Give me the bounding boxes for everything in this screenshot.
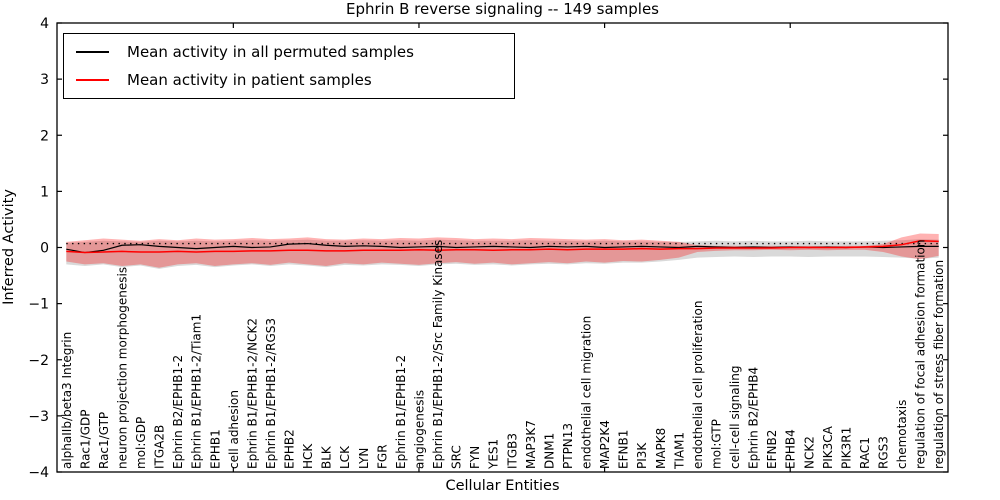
legend-item-permuted: Mean activity in all permuted samples xyxy=(76,38,514,66)
entity-label: EPHB1 xyxy=(208,429,222,469)
entity-label: MAPK8 xyxy=(654,428,668,469)
entity-label: mol:GDP xyxy=(134,417,148,469)
y-tick-label: −2 xyxy=(28,353,49,369)
entity-label: mol:GTP xyxy=(709,419,723,469)
entity-label: Ephrin B1/EPHB1-2/Tiam1 xyxy=(190,314,204,469)
entity-label: Ephrin B1/EPHB1-2/NCK2 xyxy=(245,318,259,469)
legend-item-patient: Mean activity in patient samples xyxy=(76,66,514,94)
entity-label: TIAM1 xyxy=(672,432,686,470)
entity-label: Ephrin B1/EPHB1-2 xyxy=(394,355,408,469)
permuted-line-swatch xyxy=(76,51,109,53)
entity-label: MAP2K4 xyxy=(598,420,612,469)
patient-line-swatch xyxy=(76,79,109,81)
entity-label: DNM1 xyxy=(542,433,556,469)
entity-label: Rac1/GDP xyxy=(78,410,92,469)
entity-label: BLK xyxy=(320,445,334,469)
entity-label: endothelial cell migration xyxy=(580,316,594,469)
entity-label: ITGA2B xyxy=(153,425,167,469)
y-tick-label: 3 xyxy=(40,72,49,88)
y-axis-label: Inferred Activity xyxy=(1,189,17,305)
entity-label: LCK xyxy=(338,445,352,469)
y-tick-label: 1 xyxy=(40,184,49,200)
y-tick-label: 4 xyxy=(40,16,49,32)
entity-label: Ephrin B2/EPHB1-2 xyxy=(171,355,185,469)
entity-label: NCK2 xyxy=(802,436,816,469)
entity-label: PIK3CA xyxy=(821,425,835,469)
y-tick-label: −1 xyxy=(28,297,49,313)
entity-label: ITGB3 xyxy=(505,433,519,469)
y-tick-label: −3 xyxy=(28,409,49,425)
entity-label: EPHB2 xyxy=(283,429,297,469)
y-tick-label: 0 xyxy=(40,241,49,257)
entity-label: Ephrin B1/EPHB1-2/Src Family Kinases xyxy=(431,240,445,469)
entity-label: Rac1/GTP xyxy=(97,412,111,469)
entity-label: HCK xyxy=(301,443,315,469)
entity-label: EFNB2 xyxy=(765,430,779,469)
entity-label: angiogenesis xyxy=(412,390,426,469)
entity-label: LYN xyxy=(357,448,371,469)
entity-label: cell adhesion xyxy=(227,390,241,469)
entity-label: Ephrin B2/EPHB4 xyxy=(747,367,761,469)
entity-label: RGS3 xyxy=(877,436,891,469)
legend: Mean activity in all permuted samples Me… xyxy=(63,33,515,99)
entity-label: YES1 xyxy=(487,439,501,470)
entity-label: EPHB4 xyxy=(784,429,798,469)
y-tick-label: −4 xyxy=(28,465,49,481)
entity-label: neuron projection morphogenesis xyxy=(115,267,129,469)
legend-label-permuted: Mean activity in all permuted samples xyxy=(127,43,414,61)
entity-label: FGR xyxy=(375,444,389,469)
entity-label: Ephrin B1/EPHB1-2/RGS3 xyxy=(264,318,278,469)
entity-label: RAC1 xyxy=(858,437,872,469)
legend-label-patient: Mean activity in patient samples xyxy=(127,71,372,89)
entity-label: alphaIIb/beta3 Integrin xyxy=(60,332,74,469)
y-tick-label: 2 xyxy=(40,128,49,144)
entity-label: regulation of focal adhesion formation xyxy=(914,240,928,469)
entity-label: PI3K xyxy=(635,442,649,469)
entity-label: chemotaxis xyxy=(895,400,909,469)
chart-title: Ephrin B reverse signaling -- 149 sample… xyxy=(345,0,659,18)
entity-label: PTPN13 xyxy=(561,423,575,469)
entity-label: cell-cell signaling xyxy=(728,366,742,470)
entity-label: regulation of stress fiber formation xyxy=(932,260,946,469)
entity-label: endothelial cell proliferation xyxy=(691,301,705,469)
x-axis-label: Cellular Entities xyxy=(445,478,560,494)
entity-label: MAP3K7 xyxy=(524,420,538,469)
entity-label: PIK3R1 xyxy=(839,427,853,469)
entity-label: SRC xyxy=(450,445,464,469)
entity-label: EFNB1 xyxy=(617,430,631,469)
patient-mean-line xyxy=(66,240,939,254)
entity-label: FYN xyxy=(468,446,482,469)
